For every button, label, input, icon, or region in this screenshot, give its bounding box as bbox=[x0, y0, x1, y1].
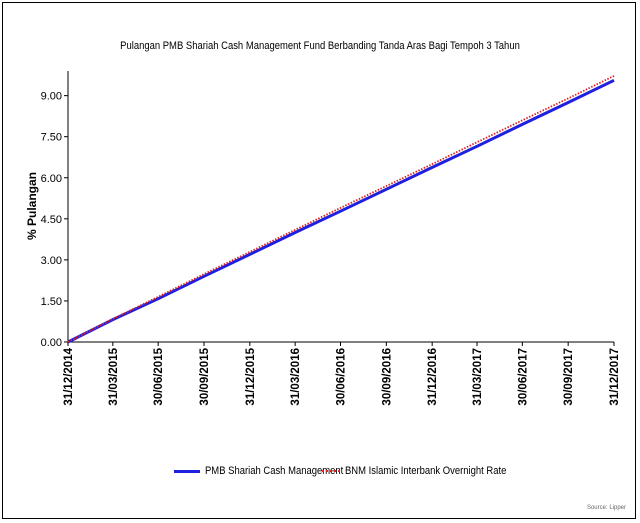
x-tick-label: 30/06/2017 bbox=[517, 348, 529, 406]
series-line-fund bbox=[67, 78, 615, 344]
y-axis-label: % Pulangan bbox=[25, 172, 39, 240]
x-tick-label: 31/03/2016 bbox=[290, 348, 302, 406]
x-tick-label: 31/12/2016 bbox=[427, 348, 439, 406]
legend: PMB Shariah Cash Management BNM Islamic … bbox=[0, 463, 640, 483]
x-tick-label: 31/12/2015 bbox=[245, 347, 257, 405]
x-tick-label: 31/12/2014 bbox=[63, 347, 75, 405]
y-tick-label: 4.50 bbox=[41, 214, 62, 226]
x-tick-label: 30/06/2015 bbox=[153, 347, 165, 405]
y-tick-label: 0.00 bbox=[41, 337, 62, 349]
x-tick-label: 30/09/2017 bbox=[563, 348, 575, 406]
series-layer bbox=[67, 75, 615, 344]
x-axis-ticks: 31/12/2014 31/03/2015 30/06/2015 30/09/2015… bbox=[63, 342, 621, 406]
chart-title: Pulangan PMB Shariah Cash Management Fun… bbox=[120, 40, 520, 52]
y-tick-label: 9.00 bbox=[41, 91, 62, 103]
x-tick-label: 30/09/2015 bbox=[199, 347, 211, 405]
legend-swatch-benchmark bbox=[322, 470, 340, 472]
x-tick-label: 31/03/2017 bbox=[472, 348, 484, 406]
y-axis-ticks: 0.00 1.50 3.00 4.50 6.00 7.50 9.00 bbox=[41, 91, 68, 349]
y-tick-label: 7.50 bbox=[41, 132, 62, 144]
legend-swatch-fund bbox=[174, 469, 200, 473]
series-line-benchmark bbox=[67, 75, 615, 343]
x-tick-label: 31/12/2017 bbox=[609, 348, 621, 406]
legend-label-benchmark: BNM Islamic Interbank Overnight Rate bbox=[345, 465, 507, 477]
x-tick-label: 30/09/2016 bbox=[381, 348, 393, 406]
legend-item-fund: PMB Shariah Cash Management bbox=[174, 463, 366, 479]
legend-label-fund: PMB Shariah Cash Management bbox=[205, 465, 344, 477]
y-tick-label: 1.50 bbox=[41, 296, 62, 308]
y-tick-label: 3.00 bbox=[41, 255, 62, 267]
source-note: Source: Lipper bbox=[586, 505, 626, 511]
chart-frame bbox=[2, 2, 636, 519]
x-tick-label: 31/03/2015 bbox=[108, 347, 120, 405]
legend-item-benchmark: BNM Islamic Interbank Overnight Rate bbox=[322, 463, 533, 479]
x-tick-label: 30/06/2016 bbox=[336, 348, 348, 406]
y-tick-label: 6.00 bbox=[41, 173, 62, 185]
